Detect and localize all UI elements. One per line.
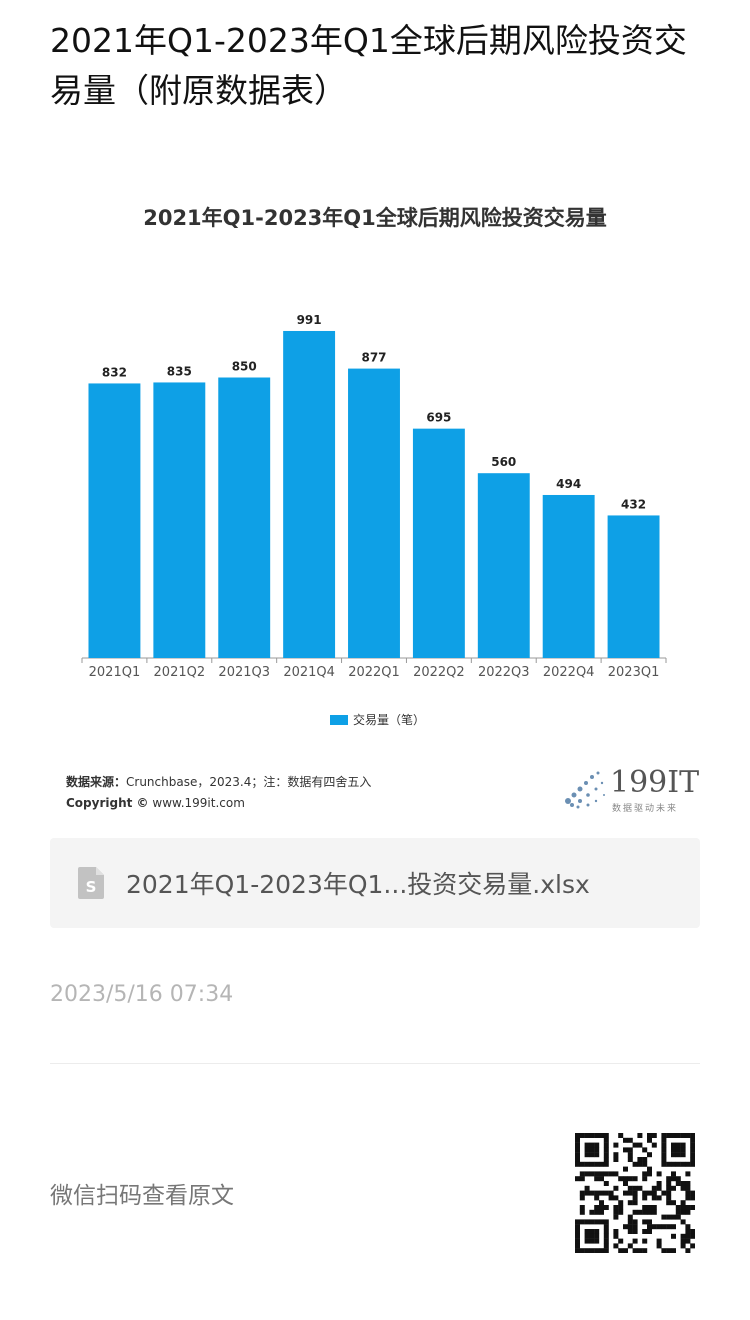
- copyright-label: Copyright ©: [66, 796, 149, 810]
- x-tick-label-2021Q3: 2021Q3: [218, 665, 270, 680]
- 199it-logo: 199IT 数据驱动未来: [560, 765, 700, 814]
- publish-timestamp: 2023/5/16 07:34: [50, 982, 234, 1007]
- data-label-2021Q3: 850: [232, 360, 257, 374]
- attachment-file-name: 2021年Q1-2023年Q1...投资交易量.xlsx: [126, 870, 590, 899]
- bar-2022Q3: [477, 473, 530, 658]
- bar-2022Q2: [412, 428, 465, 658]
- chart-legend: 交易量（笔）: [330, 711, 425, 728]
- chart-title: 2021年Q1-2023年Q1全球后期风险投资交易量: [143, 206, 607, 230]
- bar-2022Q1: [348, 368, 400, 658]
- logo-slogan: 数据驱动未来: [612, 804, 679, 814]
- source-note: 数据来源：Crunchbase，2023.4；注：数据有四舍五入 Copyrig…: [66, 772, 371, 814]
- source-text: Crunchbase，2023.4；注：数据有四舍五入: [126, 775, 372, 789]
- bar-2022Q4: [542, 494, 595, 658]
- data-label-2021Q1: 832: [102, 365, 127, 379]
- bar-chart: 832 2021Q1 835 2021Q2 850 2021Q3 991 2021Q4 877 2…: [81, 313, 667, 680]
- logo-dots-icon: [565, 771, 605, 809]
- data-label-2023Q1: 432: [621, 497, 646, 511]
- data-label-2022Q2: 695: [426, 411, 451, 425]
- x-tick-label-2022Q2: 2022Q2: [413, 665, 465, 680]
- x-tick-label-2021Q2: 2021Q2: [154, 665, 206, 680]
- attachment-file[interactable]: S 2021年Q1-2023年Q1...投资交易量.xlsx: [50, 838, 700, 928]
- bar-2021Q2: [153, 382, 206, 658]
- data-label-2022Q4: 494: [556, 477, 581, 491]
- wechat-scan-text: 微信扫码查看原文: [50, 1183, 234, 1209]
- legend-swatch: [330, 714, 348, 725]
- data-label-2022Q1: 877: [361, 351, 386, 365]
- data-label-2021Q4: 991: [297, 313, 322, 327]
- bar-2021Q3: [218, 377, 271, 658]
- copyright-url: www.199it.com: [152, 796, 245, 810]
- data-label-2021Q2: 835: [167, 364, 192, 378]
- x-tick-label-2023Q1: 2023Q1: [608, 665, 660, 680]
- x-tick-label-2021Q4: 2021Q4: [283, 665, 335, 680]
- x-tick-label-2022Q1: 2022Q1: [348, 665, 400, 680]
- divider: [50, 1063, 700, 1064]
- spreadsheet-file-icon: S: [78, 867, 104, 899]
- legend-label: 交易量（笔）: [353, 713, 426, 727]
- qr-code-icon[interactable]: [575, 1133, 695, 1253]
- x-tick-label-2021Q1: 2021Q1: [89, 665, 141, 680]
- bar-2023Q1: [607, 515, 660, 658]
- data-label-2022Q3: 560: [491, 455, 516, 469]
- x-tick-label-2022Q4: 2022Q4: [543, 665, 595, 680]
- svg-text:S: S: [86, 878, 97, 896]
- page-title: 2021年Q1-2023年Q1全球后期风险投资交易量（附原数据表）: [50, 21, 687, 110]
- chart-image: 2021年Q1-2023年Q1全球后期风险投资交易量 832 2021Q1 835 2…: [50, 180, 700, 820]
- source-label: 数据来源：: [66, 775, 127, 789]
- logo-number: 199IT: [610, 765, 700, 800]
- bar-2021Q1: [88, 383, 141, 658]
- x-tick-label-2022Q3: 2022Q3: [478, 665, 530, 680]
- bar-2021Q4: [283, 330, 336, 658]
